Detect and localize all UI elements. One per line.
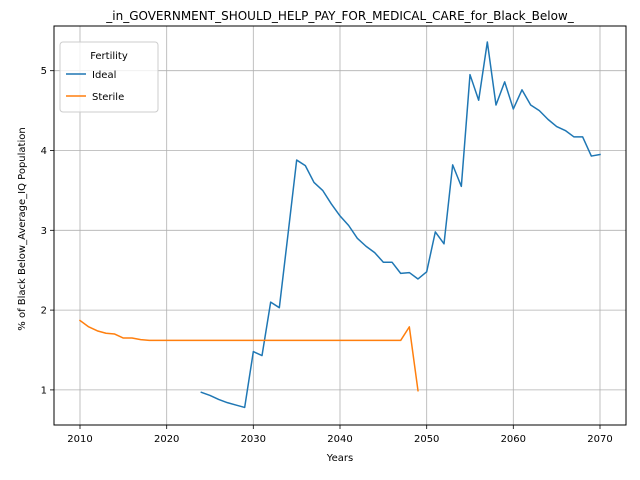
- legend-label-ideal: Ideal: [92, 70, 116, 81]
- x-tick-label: 2040: [327, 434, 352, 445]
- series-line-sterile: [78, 319, 419, 392]
- y-tick-label: 1: [41, 385, 47, 396]
- x-tick-label: 2050: [414, 434, 439, 445]
- legend-label-sterile: Sterile: [92, 92, 124, 103]
- legend-title: Fertility: [90, 51, 128, 62]
- x-tick-label: 2010: [67, 434, 92, 445]
- y-tick-label: 3: [41, 226, 47, 237]
- series-line-ideal: [200, 41, 601, 409]
- x-axis: 2010 2020 2030 2040 2050 2060 2070: [67, 425, 613, 445]
- legend-box: [59, 41, 159, 113]
- x-tick-label: 2060: [501, 434, 526, 445]
- y-tick-label: 4: [41, 146, 47, 157]
- legend: Fertility Ideal Sterile: [59, 41, 159, 113]
- y-axis: 1 2 3 4 5: [41, 66, 54, 396]
- y-tick-label: 5: [41, 66, 47, 77]
- y-axis-label: % of Black Below_Average_IQ Population: [17, 127, 28, 330]
- chart-title: _in_GOVERNMENT_SHOULD_HELP_PAY_FOR_MEDIC…: [105, 9, 574, 23]
- x-tick-label: 2020: [154, 434, 179, 445]
- legend-items: Ideal Sterile: [66, 70, 124, 103]
- x-tick-label: 2030: [241, 434, 266, 445]
- x-axis-label: Years: [326, 453, 353, 464]
- series-layer: [78, 41, 601, 409]
- y-tick-label: 2: [41, 306, 47, 317]
- x-tick-label: 2070: [587, 434, 612, 445]
